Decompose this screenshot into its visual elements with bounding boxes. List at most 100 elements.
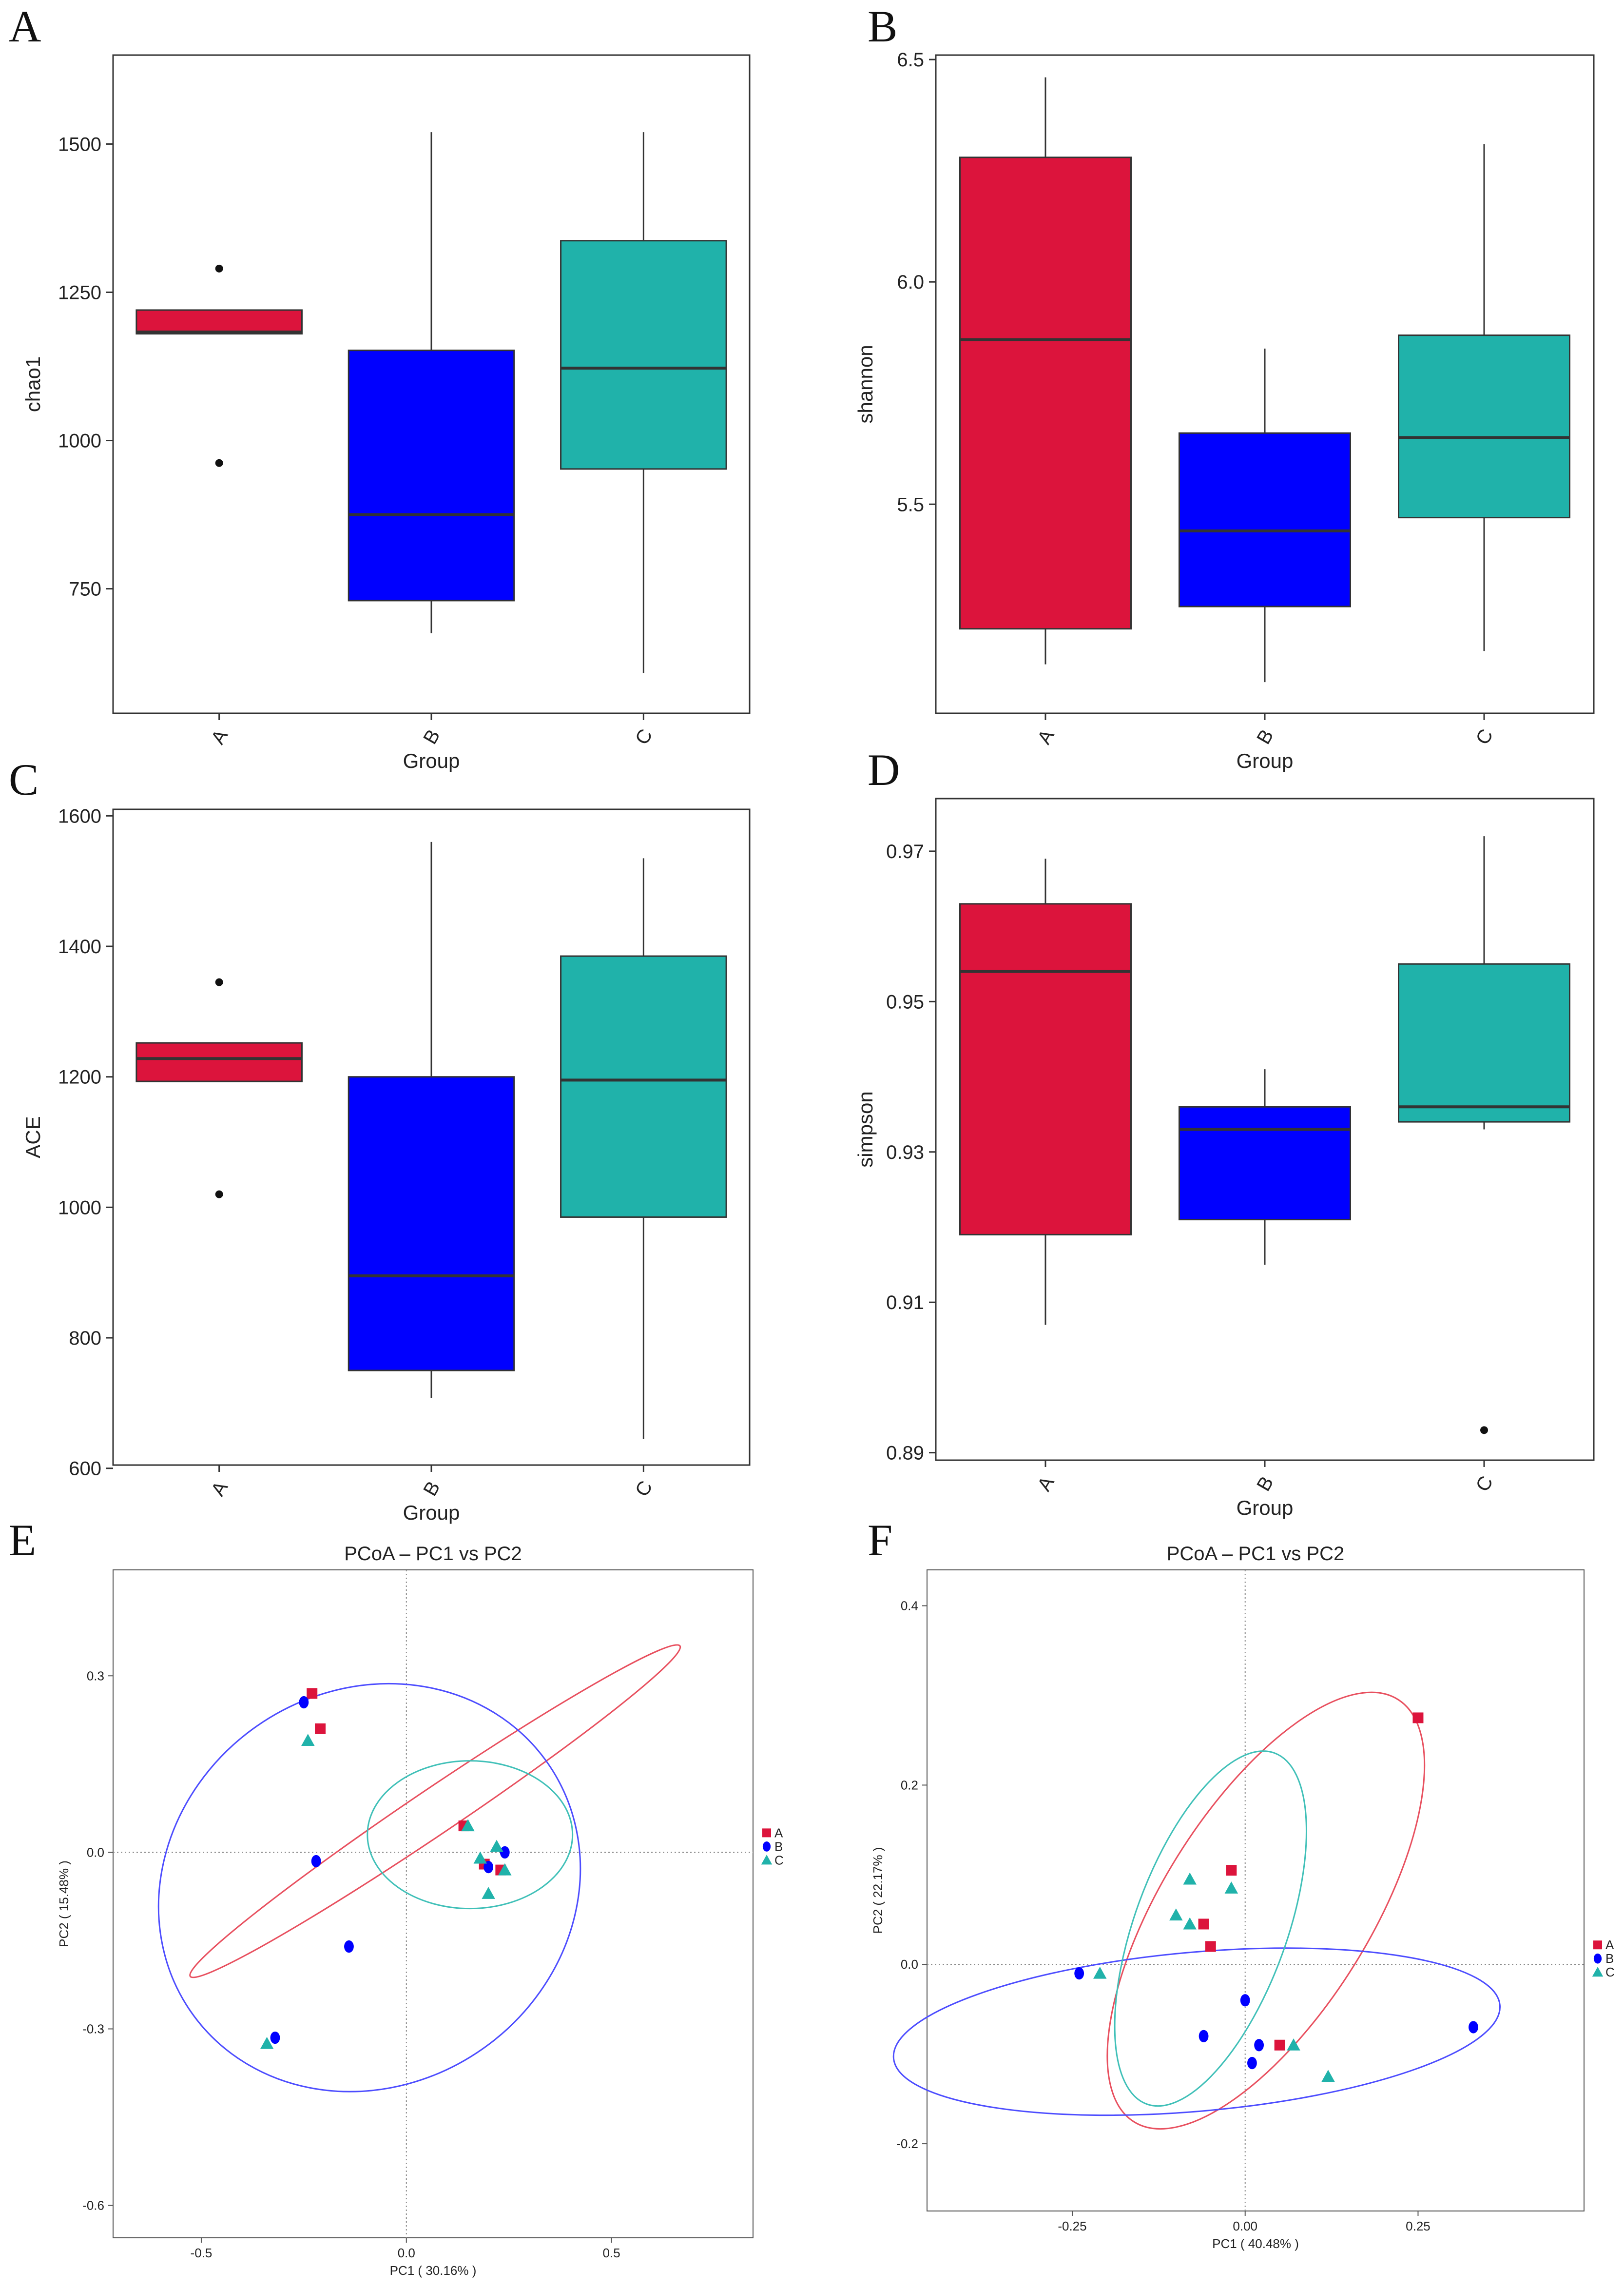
- box-a: [135, 264, 303, 467]
- y-tick-label: 1200: [58, 1067, 101, 1088]
- outlier-point: [1480, 1426, 1488, 1434]
- x-tick-label: C: [631, 1477, 657, 1500]
- plot-frame: [113, 1569, 754, 2238]
- box-body: [348, 1076, 515, 1371]
- ellipse-a: [189, 1644, 681, 1978]
- y-axis-title: PC2 ( 22.17% ): [870, 1847, 885, 1934]
- ellipse-a: [1106, 1691, 1426, 2130]
- legend-item-a: A: [762, 1825, 783, 1840]
- point-a: [307, 1688, 318, 1699]
- panel-a-boxplot: A 750 1000 1250 1500 A B C Group chao1: [9, 1, 751, 772]
- point-b: [483, 1860, 494, 1874]
- point-b: [270, 2031, 280, 2044]
- point-b: [1469, 2021, 1478, 2034]
- outlier-point: [215, 459, 223, 467]
- box-body: [1179, 1106, 1351, 1221]
- box-c: [560, 858, 727, 1439]
- legend-item-b: B: [1593, 1951, 1614, 1966]
- panel-letter: E: [9, 1515, 36, 1565]
- point-b: [1074, 1967, 1084, 1980]
- x-tick-label: A: [1033, 726, 1059, 748]
- box-a: [135, 978, 303, 1198]
- box-body: [1179, 432, 1351, 607]
- x-tick-label: C: [1472, 1472, 1498, 1495]
- x-tick-label: A: [207, 1478, 232, 1500]
- y-tick-label: 0.2: [901, 1778, 918, 1792]
- y-axis-title: PC2 ( 15.48% ): [57, 1860, 71, 1947]
- box-body: [959, 903, 1132, 1235]
- x-axis-title: Group: [1237, 1496, 1294, 1519]
- x-tick-label: C: [631, 725, 657, 748]
- x-tick-label: A: [1033, 1473, 1059, 1495]
- box-b: [348, 841, 515, 1398]
- point-b: [299, 1696, 309, 1709]
- panel-letter: B: [868, 1, 897, 51]
- legend-label: A: [1605, 1937, 1614, 1952]
- point-c: [1287, 2038, 1300, 2051]
- panel-letter: F: [868, 1515, 892, 1565]
- box-body: [959, 157, 1132, 630]
- point-c: [1093, 1966, 1107, 1979]
- point-a: [1274, 2039, 1285, 2051]
- x-tick-label: -0.25: [1058, 2219, 1086, 2233]
- point-a: [762, 1828, 771, 1838]
- legend-label: C: [1605, 1965, 1615, 1979]
- y-tick-label: 6.5: [897, 49, 924, 71]
- x-tick-label: B: [419, 726, 444, 748]
- y-tick-label: 1600: [58, 805, 101, 827]
- panel-b-boxplot: B 5.5 6.0 6.5 A B C Group shannon: [854, 1, 1595, 772]
- panel-letter: D: [868, 745, 900, 795]
- plot-frame: [927, 1569, 1585, 2211]
- panel-c-boxplot: C 600 800 1000 1200 1400 1600 A B C Group ACE: [9, 755, 751, 1524]
- box-body: [135, 309, 303, 335]
- legend-item-c: C: [761, 1853, 784, 1867]
- y-tick-label: -0.6: [82, 2198, 104, 2213]
- point-a: [315, 1723, 326, 1734]
- box-body: [1398, 963, 1570, 1123]
- outlier-point: [215, 1190, 223, 1198]
- box-body: [135, 1042, 303, 1082]
- point-a: [1226, 1865, 1237, 1876]
- x-tick-label: 0.00: [1233, 2219, 1257, 2233]
- y-tick-label: 0.97: [886, 841, 924, 862]
- y-tick-label: 1000: [58, 430, 101, 452]
- point-c: [1321, 2070, 1335, 2082]
- point-c: [1183, 1917, 1197, 1930]
- x-axis-title: Group: [1237, 749, 1294, 772]
- y-tick-label: 0.0: [87, 1845, 104, 1859]
- point-b: [500, 1846, 510, 1859]
- y-tick-label: 800: [69, 1328, 101, 1349]
- x-axis-title: Group: [403, 749, 460, 772]
- y-tick-label: -0.3: [82, 2021, 104, 2036]
- point-c: [260, 2036, 274, 2049]
- x-tick-label: A: [207, 726, 232, 748]
- point-c: [482, 1887, 495, 1899]
- panel-e-pcoa: E PCoA – PC1 vs PC2 -0.5 0.0 0.5 -0.6 -0.3 0.0 0…: [9, 1515, 784, 2278]
- point-b: [762, 1841, 771, 1852]
- point-c: [1169, 1908, 1183, 1921]
- y-tick-label: 0.91: [886, 1292, 924, 1313]
- y-tick-label: 1250: [58, 282, 101, 303]
- panel-letter: A: [9, 1, 41, 51]
- point-c: [761, 1855, 773, 1865]
- point-b: [1254, 2039, 1264, 2052]
- x-tick-label: -0.5: [191, 2246, 213, 2260]
- box-c: [1398, 144, 1570, 651]
- outlier-point: [215, 978, 223, 986]
- y-tick-label: 0.95: [886, 991, 924, 1013]
- ellipse-b: [892, 1947, 1501, 2116]
- legend-label: A: [774, 1825, 783, 1840]
- point-c: [461, 1819, 475, 1832]
- box-body: [348, 350, 515, 602]
- chart-title: PCoA – PC1 vs PC2: [344, 1543, 522, 1565]
- point-a: [1205, 1941, 1216, 1952]
- point-b: [1240, 1994, 1250, 2007]
- y-axis-title: simpson: [854, 1091, 877, 1167]
- y-tick-label: 0.93: [886, 1142, 924, 1163]
- legend-label: B: [774, 1839, 783, 1854]
- y-tick-label: 0.3: [87, 1668, 104, 1683]
- x-tick-label: B: [419, 1478, 444, 1500]
- legend-item-b: B: [762, 1839, 783, 1854]
- box-c: [1398, 836, 1570, 1434]
